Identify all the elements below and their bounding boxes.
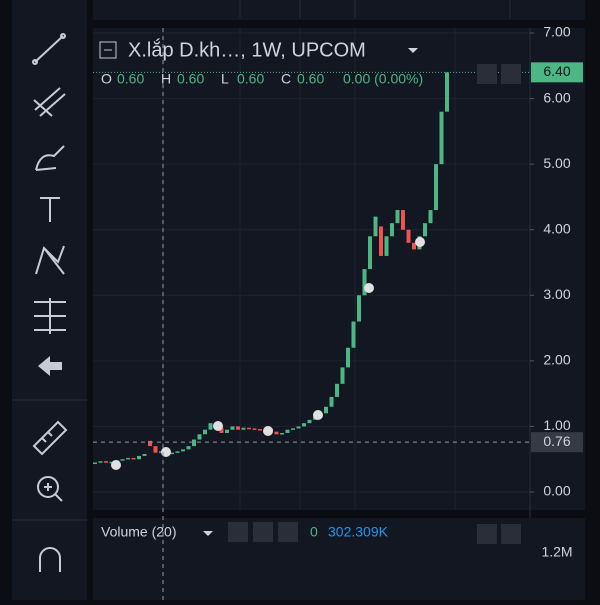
candle <box>373 216 378 237</box>
close-button[interactable] <box>278 522 298 542</box>
candle <box>170 452 174 455</box>
top-bar[interactable] <box>93 0 585 20</box>
arrow-button[interactable] <box>477 524 497 544</box>
legend-value: 0.60 <box>177 71 204 87</box>
candle <box>302 423 306 427</box>
candle <box>401 210 405 230</box>
candle <box>175 451 180 453</box>
candle <box>280 432 284 435</box>
candle <box>203 429 207 435</box>
y-tick-label: 2.00 <box>543 352 570 368</box>
candle <box>219 427 224 433</box>
candle <box>93 462 97 464</box>
collapse-button[interactable] <box>99 41 117 59</box>
legend-key: L <box>221 71 229 87</box>
candle <box>357 295 361 322</box>
y-tick-label: 6.00 <box>543 89 570 105</box>
legend-value: 0.60 <box>297 71 324 87</box>
candle <box>252 428 257 430</box>
crosshair-label: 0.76 <box>543 433 570 449</box>
candle <box>434 164 438 211</box>
event-markers[interactable] <box>111 237 425 470</box>
legend-key: O <box>101 71 112 87</box>
candle <box>335 383 339 397</box>
candle <box>181 449 185 452</box>
y-tick-label: 5.00 <box>543 155 570 171</box>
candle <box>126 457 130 460</box>
candle <box>104 461 108 463</box>
candle <box>285 429 290 433</box>
back-icon[interactable] <box>38 356 62 376</box>
candle <box>274 431 279 435</box>
candle <box>236 426 240 430</box>
price-pane <box>93 28 585 510</box>
legend-key: C <box>281 71 291 87</box>
candle <box>208 423 213 430</box>
candle <box>109 461 114 464</box>
crosshair-box <box>531 432 583 453</box>
candle <box>346 347 350 368</box>
candle <box>395 210 400 224</box>
y-tick-label: 1.00 <box>543 417 570 433</box>
volume-tick: 1.2M <box>541 544 572 560</box>
candle <box>379 226 383 256</box>
y-tick-label: 4.00 <box>543 220 570 236</box>
candle <box>340 367 345 384</box>
candle <box>120 459 125 461</box>
toolbar-icons[interactable] <box>12 33 87 572</box>
candle <box>192 439 196 447</box>
candle <box>329 396 334 407</box>
last-price-box <box>531 62 583 83</box>
candle <box>241 427 246 430</box>
candle <box>406 229 411 243</box>
y-tick-label: 3.00 <box>543 286 570 302</box>
candle <box>225 429 229 433</box>
candle <box>423 223 427 237</box>
candle <box>137 455 141 460</box>
candle <box>186 446 191 450</box>
candle <box>159 451 163 453</box>
candle <box>324 406 328 414</box>
legend-value: 0.60 <box>117 71 144 87</box>
arrow-button[interactable] <box>501 64 521 84</box>
volume-value: 302.309K <box>328 524 389 540</box>
legend-key: H <box>161 71 171 87</box>
candle <box>384 236 389 256</box>
candle <box>428 210 433 224</box>
candle <box>247 427 251 430</box>
candle <box>142 453 147 456</box>
candle <box>230 426 235 430</box>
candle <box>153 446 158 453</box>
candle <box>439 111 444 165</box>
candle <box>390 223 394 237</box>
arrow-button[interactable] <box>477 64 497 84</box>
candle <box>131 457 136 460</box>
volume-zero: 0 <box>310 524 318 540</box>
legend-value: 0.60 <box>237 71 264 87</box>
candle <box>445 72 449 112</box>
volume-title[interactable]: Volume (20) <box>101 524 176 540</box>
candle <box>351 321 356 348</box>
legend-change: 0.00 (0.00%) <box>343 71 423 87</box>
candle <box>291 428 295 430</box>
y-tick-label: 7.00 <box>543 24 570 40</box>
settings-button[interactable] <box>253 522 273 542</box>
candle <box>296 426 301 429</box>
candle <box>412 242 416 250</box>
arrow-button[interactable] <box>501 524 521 544</box>
candle <box>362 269 367 296</box>
candle <box>258 429 262 431</box>
symbol-title[interactable]: X.lắp D.kh…, 1W, UPCOM <box>128 38 366 61</box>
candle <box>148 440 152 447</box>
candle <box>368 236 372 270</box>
last-price-label: 6.40 <box>543 63 570 79</box>
candle <box>307 419 312 424</box>
y-tick-label: 0.00 <box>543 483 570 499</box>
candle <box>197 434 202 440</box>
eye-button[interactable] <box>228 522 248 542</box>
candle <box>98 461 103 463</box>
